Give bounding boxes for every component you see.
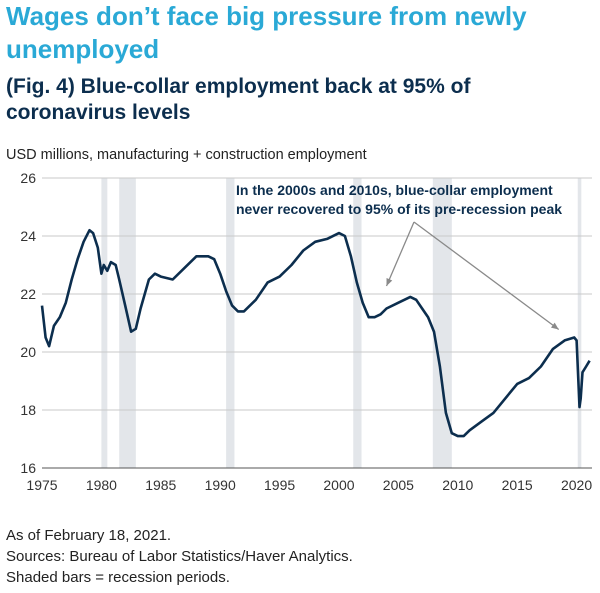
legend-note: Shaded bars = recession periods. bbox=[6, 569, 230, 586]
x-tick-label: 1995 bbox=[264, 477, 295, 493]
chart-title-line: Wages don’t face big pressure from newly bbox=[6, 1, 527, 31]
chart-title: Wages don’t face big pressure from newly… bbox=[6, 0, 596, 66]
x-tick-label: 1990 bbox=[205, 477, 236, 493]
annotation-text-line: In the 2000s and 2010s, blue-collar empl… bbox=[236, 182, 553, 198]
recession-bar bbox=[101, 178, 108, 468]
y-tick-label: 20 bbox=[20, 344, 36, 360]
arrow-head bbox=[550, 322, 559, 330]
recession-bar bbox=[432, 178, 452, 468]
series-line bbox=[40, 228, 591, 438]
chart-subtitle: (Fig. 4) Blue-collar employment back at … bbox=[6, 74, 596, 126]
recession-bar bbox=[119, 178, 136, 468]
arrow-head bbox=[386, 278, 393, 286]
y-tick-label: 18 bbox=[20, 402, 36, 418]
y-tick-label: 26 bbox=[20, 170, 36, 186]
x-tick-label: 1980 bbox=[86, 477, 117, 493]
x-tick-label: 2000 bbox=[323, 477, 354, 493]
x-tick-label: 1975 bbox=[26, 477, 57, 493]
recession-bar bbox=[226, 178, 235, 468]
y-tick-label: 16 bbox=[20, 460, 36, 476]
sources-note: Sources: Bureau of Labor Statistics/Have… bbox=[6, 548, 353, 565]
axis-ticks: 16 18 20 22 24 26 1975 1980 1985 1990 1995 2000 2005… bbox=[20, 170, 592, 493]
annotation-arrow bbox=[413, 221, 560, 331]
annotation-arrow bbox=[385, 221, 415, 287]
x-tick-label: 2015 bbox=[502, 477, 533, 493]
y-axis-label: USD millions, manufacturing + constructi… bbox=[6, 147, 367, 163]
as-of-date: As of February 18, 2021. bbox=[6, 527, 172, 544]
chart-subtitle-line: coronavirus levels bbox=[6, 101, 191, 124]
y-tick-label: 24 bbox=[20, 228, 36, 244]
x-tick-label: 2005 bbox=[383, 477, 414, 493]
grid-lines bbox=[42, 177, 592, 469]
annotation-text-line: never recovered to 95% of its pre-recess… bbox=[236, 201, 562, 217]
line-chart: 16 18 20 22 24 26 1975 1980 1985 1990 1995 2000 2005… bbox=[20, 170, 592, 493]
chart-footer: As of February 18, 2021. Sources: Bureau… bbox=[6, 525, 353, 588]
x-tick-label: 2020 bbox=[561, 477, 592, 493]
recession-bars bbox=[101, 178, 582, 468]
annotation: In the 2000s and 2010s, blue-collar empl… bbox=[236, 182, 562, 331]
chart-subtitle-line: (Fig. 4) Blue-collar employment back at … bbox=[6, 75, 471, 98]
series-layer bbox=[40, 228, 591, 438]
recession-bar bbox=[353, 178, 362, 468]
recession-bar bbox=[577, 178, 582, 468]
x-tick-label: 2010 bbox=[442, 477, 473, 493]
chart-title-line: unemployed bbox=[6, 34, 160, 64]
x-tick-label: 1985 bbox=[145, 477, 176, 493]
y-tick-label: 22 bbox=[20, 286, 36, 302]
